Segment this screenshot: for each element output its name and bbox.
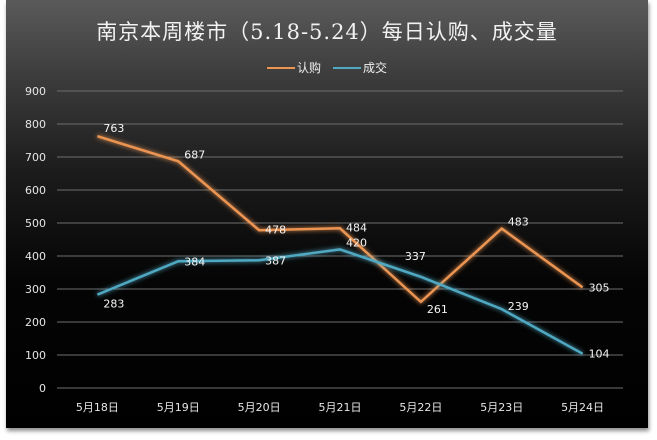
data-label: 305 [589,281,610,294]
y-tick-label: 800 [25,118,46,131]
y-tick-label: 600 [25,184,46,197]
legend-label-deals: 成交 [363,61,388,75]
x-tick-label: 5月19日 [157,401,200,414]
gridlines [57,90,623,389]
series-lines [96,135,584,355]
y-tick-label: 400 [25,250,46,263]
data-label: 104 [589,348,610,361]
x-tick-label: 5月20日 [238,401,281,414]
legend-item-deals: 成交 [333,59,387,76]
y-tick-label: 500 [25,217,46,230]
data-label: 239 [508,300,529,313]
y-tick-label: 0 [39,382,46,395]
chart-panel: 南京本周楼市（5.18-5.24）每日认购、成交量 认购 成交 [6,0,648,428]
data-label: 337 [405,250,426,263]
x-tick-label: 5月21日 [319,401,362,414]
data-label: 763 [103,122,124,135]
legend-swatch-blue-icon [333,66,361,69]
legend-label-subscription: 认购 [296,61,321,75]
x-axis: 5月18日 5月19日 5月20日 5月21日 5月22日 5月23日 5月24日 [76,401,604,414]
chart-title: 南京本周楼市（5.18-5.24）每日认购、成交量 [96,20,558,44]
x-tick-label: 5月22日 [399,401,442,414]
y-tick-label: 900 [25,85,46,98]
data-label: 261 [427,303,448,316]
data-label: 387 [265,254,286,267]
y-tick-label: 700 [25,151,46,164]
x-tick-label: 5月23日 [480,401,523,414]
data-labels: 763 687 478 484 261 483 305 283 384 387 420 337 239 1… [103,122,609,360]
legend-item-subscription: 认购 [266,59,321,76]
x-tick-label: 5月18日 [76,401,119,414]
series-line-deals [96,248,584,355]
legend-swatch-orange-icon [266,66,295,69]
data-label: 483 [508,216,529,229]
x-tick-label: 5月24日 [561,401,604,414]
y-tick-label: 300 [25,283,46,296]
data-label: 478 [265,223,286,236]
data-label: 420 [346,236,367,249]
data-label: 484 [346,221,367,234]
data-label: 283 [103,298,124,311]
data-label: 687 [184,148,205,161]
y-axis: 0 100 200 300 400 500 600 700 800 900 [25,85,46,395]
y-tick-label: 100 [25,349,46,362]
data-label: 384 [184,255,205,268]
series-line-subscription [97,135,584,304]
chart-legend: 认购 成交 [6,59,648,76]
y-tick-label: 200 [25,316,46,329]
